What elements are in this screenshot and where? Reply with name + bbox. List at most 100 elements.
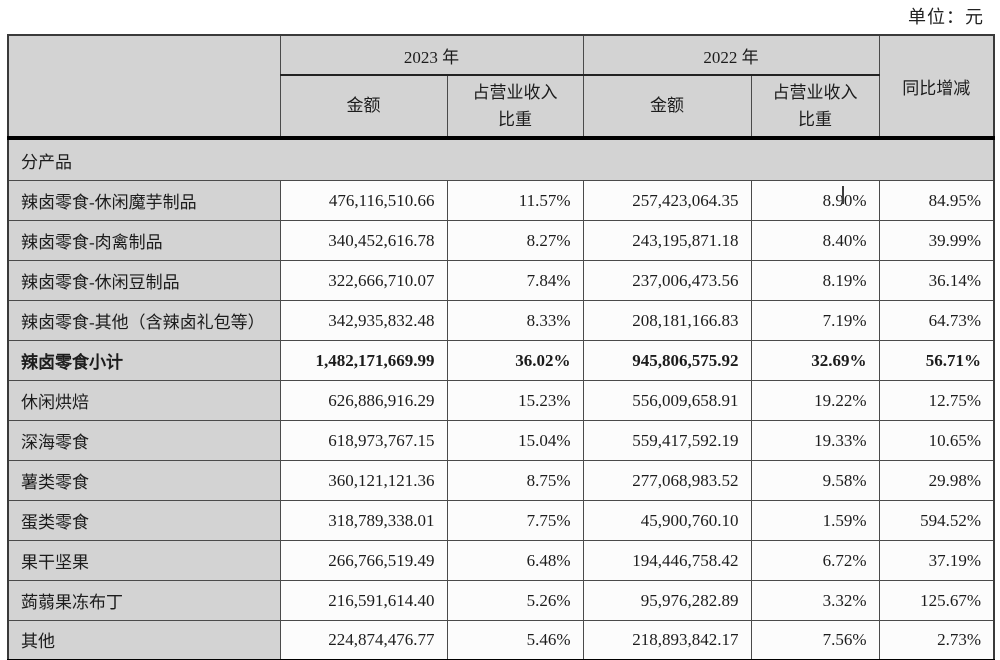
section-label: 分产品 [7, 136, 995, 181]
amount-2023-cell: 340,452,616.78 [279, 220, 448, 261]
amount-2023-cell: 360,121,121.36 [279, 460, 448, 501]
table-row: 薯类零食 360,121,121.36 8.75% 277,068,983.52 9.5… [7, 460, 995, 501]
product-name-cell: 辣卤零食-肉禽制品 [7, 220, 281, 261]
product-name-cell: 薯类零食 [7, 460, 281, 501]
header-amount-2022: 金额 [582, 74, 752, 140]
amount-2022-cell: 945,806,575.92 [582, 340, 752, 381]
product-name-cell: 蛋类零食 [7, 500, 281, 541]
yoy-change-cell: 594.52% [878, 500, 995, 541]
header-year-2022: 2022 年 [582, 34, 880, 76]
table-row: 休闲烘焙 626,886,916.29 15.23% 556,009,658.91 19… [7, 380, 995, 421]
unit-label: 单位：元 [908, 7, 984, 27]
product-name-cell: 辣卤零食-其他（含辣卤礼包等） [7, 300, 281, 341]
table-row: 辣卤零食-其他（含辣卤礼包等） 342,935,832.48 8.33% 208,18… [7, 300, 995, 341]
header-ratio-2023: 占营业收入 比重 [446, 74, 584, 140]
amount-2023-cell: 318,789,338.01 [279, 500, 448, 541]
product-name-cell: 果干坚果 [7, 540, 281, 581]
amount-2022-cell: 45,900,760.10 [582, 500, 752, 541]
header-corner-cell [7, 34, 281, 140]
amount-2022-cell: 257,423,064.35 [582, 180, 752, 221]
ratio-2022-cell: 8.40% [750, 220, 880, 261]
header-year-row: 2023 年 2022 年 同比增减 [7, 34, 995, 140]
ratio-2022-cell: 6.72% [750, 540, 880, 581]
ratio-2023-cell: 15.23% [446, 380, 584, 421]
yoy-change-cell: 10.65% [878, 420, 995, 461]
ratio-label-line2: 比重 [798, 110, 832, 129]
ratio-2022-cell: 7.56% [750, 620, 880, 660]
header-ratio-2022: 占营业收入 比重 [750, 74, 880, 140]
amount-2022-cell: 208,181,166.83 [582, 300, 752, 341]
ratio-label-line2: 比重 [498, 110, 532, 129]
product-name-cell: 深海零食 [7, 420, 281, 461]
table-row: 蒟蒻果冻布丁 216,591,614.40 5.26% 95,976,282.89 3.… [7, 580, 995, 621]
ratio-2022-cell: 19.22% [750, 380, 880, 421]
ratio-label-line1: 占营业收入 [772, 82, 858, 102]
header-yoy-change: 同比增减 [878, 34, 995, 140]
ratio-2022-cell: 3.32% [750, 580, 880, 621]
ratio-2023-cell: 7.84% [446, 260, 584, 301]
ratio-2022-cell: 9.58% [750, 460, 880, 501]
amount-2023-cell: 626,886,916.29 [279, 380, 448, 421]
table-row: 辣卤零食-休闲魔芋制品 476,116,510.66 11.57% 257,423,0… [7, 180, 995, 221]
yoy-change-cell: 12.75% [878, 380, 995, 421]
header-year-2023: 2023 年 [279, 34, 584, 76]
amount-2022-cell: 243,195,871.18 [582, 220, 752, 261]
table-row: 辣卤零食小计 1,482,171,669.99 36.02% 945,806,575.… [7, 340, 995, 381]
product-name-cell: 蒟蒻果冻布丁 [7, 580, 281, 621]
product-name-cell: 辣卤零食-休闲豆制品 [7, 260, 281, 301]
ratio-2022-cell: 8.19% [750, 260, 880, 301]
header-amount-2023: 金额 [279, 74, 448, 140]
product-name-cell: 其他 [7, 620, 281, 660]
amount-2022-cell: 95,976,282.89 [582, 580, 752, 621]
amount-2023-cell: 1,482,171,669.99 [279, 340, 448, 381]
ratio-2023-cell: 5.46% [446, 620, 584, 660]
table-row: 深海零食 618,973,767.15 15.04% 559,417,592.19 19… [7, 420, 995, 461]
yoy-change-cell: 39.99% [878, 220, 995, 261]
ratio-2023-cell: 11.57% [446, 180, 584, 221]
yoy-change-cell: 56.71% [878, 340, 995, 381]
ratio-2023-cell: 5.26% [446, 580, 584, 621]
ratio-2022-cell: 32.69% [750, 340, 880, 381]
table-body: 分产品 辣卤零食-休闲魔芋制品 476,116,510.66 11.57% 257,4… [7, 136, 995, 660]
amount-2022-cell: 218,893,842.17 [582, 620, 752, 660]
amount-2022-cell: 277,068,983.52 [582, 460, 752, 501]
yoy-change-cell: 64.73% [878, 300, 995, 341]
ratio-2023-cell: 8.75% [446, 460, 584, 501]
amount-2023-cell: 266,766,519.49 [279, 540, 448, 581]
amount-2023-cell: 216,591,614.40 [279, 580, 448, 621]
ratio-2022-cell: 8.90% [750, 180, 880, 221]
text-cursor-artifact [842, 186, 844, 204]
yoy-change-cell: 2.73% [878, 620, 995, 660]
ratio-2022-cell: 19.33% [750, 420, 880, 461]
yoy-change-cell: 36.14% [878, 260, 995, 301]
ratio-label-line1: 占营业收入 [472, 82, 558, 102]
ratio-2022-cell: 7.19% [750, 300, 880, 341]
ratio-2023-cell: 8.27% [446, 220, 584, 261]
ratio-2022-cell: 1.59% [750, 500, 880, 541]
yoy-change-cell: 84.95% [878, 180, 995, 221]
yoy-change-cell: 29.98% [878, 460, 995, 501]
table-row: 辣卤零食-肉禽制品 340,452,616.78 8.27% 243,195,871.… [7, 220, 995, 261]
ratio-2023-cell: 36.02% [446, 340, 584, 381]
amount-2023-cell: 476,116,510.66 [279, 180, 448, 221]
ratio-2023-cell: 15.04% [446, 420, 584, 461]
section-row: 分产品 [7, 136, 995, 181]
ratio-2023-cell: 8.33% [446, 300, 584, 341]
amount-2022-cell: 556,009,658.91 [582, 380, 752, 421]
amount-2023-cell: 342,935,832.48 [279, 300, 448, 341]
table-row: 果干坚果 266,766,519.49 6.48% 194,446,758.42 6.7… [7, 540, 995, 581]
amount-2023-cell: 618,973,767.15 [279, 420, 448, 461]
yoy-change-cell: 37.19% [878, 540, 995, 581]
ratio-2023-cell: 6.48% [446, 540, 584, 581]
amount-2022-cell: 194,446,758.42 [582, 540, 752, 581]
table-row: 其他 224,874,476.77 5.46% 218,893,842.17 7.56%… [7, 620, 995, 660]
product-revenue-table: 2023 年 2022 年 同比增减 金额 占营业收入比重 金额 占营业收入比重… [7, 34, 995, 660]
header-sub-row: 金额 占营业收入比重 金额 占营业收入比重 [8, 74, 994, 140]
amount-2023-cell: 224,874,476.77 [279, 620, 448, 660]
ratio-2023-cell: 7.75% [446, 500, 584, 541]
table-row: 蛋类零食 318,789,338.01 7.75% 45,900,760.10 1.59… [7, 500, 995, 541]
amount-2023-cell: 322,666,710.07 [279, 260, 448, 301]
amount-2022-cell: 237,006,473.56 [582, 260, 752, 301]
product-name-cell: 休闲烘焙 [7, 380, 281, 421]
